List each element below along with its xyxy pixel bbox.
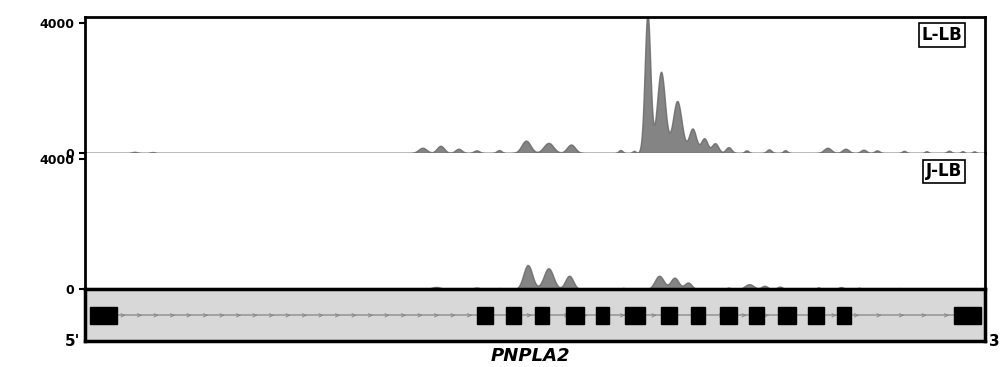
Bar <box>691 307 705 324</box>
Text: PNPLA2: PNPLA2 <box>490 347 570 365</box>
Text: L-LB: L-LB <box>922 26 962 44</box>
Bar <box>566 307 584 324</box>
Text: 5': 5' <box>65 334 80 349</box>
Text: 3': 3' <box>989 334 1000 349</box>
Bar <box>661 307 677 324</box>
Bar <box>836 307 851 324</box>
Bar <box>85 288 985 290</box>
Bar <box>808 307 824 324</box>
Bar <box>778 307 796 324</box>
Bar <box>954 307 981 324</box>
Bar <box>506 307 521 324</box>
Bar <box>625 307 645 324</box>
Text: J-LB: J-LB <box>926 163 962 181</box>
Bar <box>477 307 493 324</box>
Bar <box>749 307 764 324</box>
Bar <box>535 307 549 324</box>
Bar <box>90 307 116 324</box>
Bar <box>596 307 609 324</box>
Bar <box>720 307 737 324</box>
